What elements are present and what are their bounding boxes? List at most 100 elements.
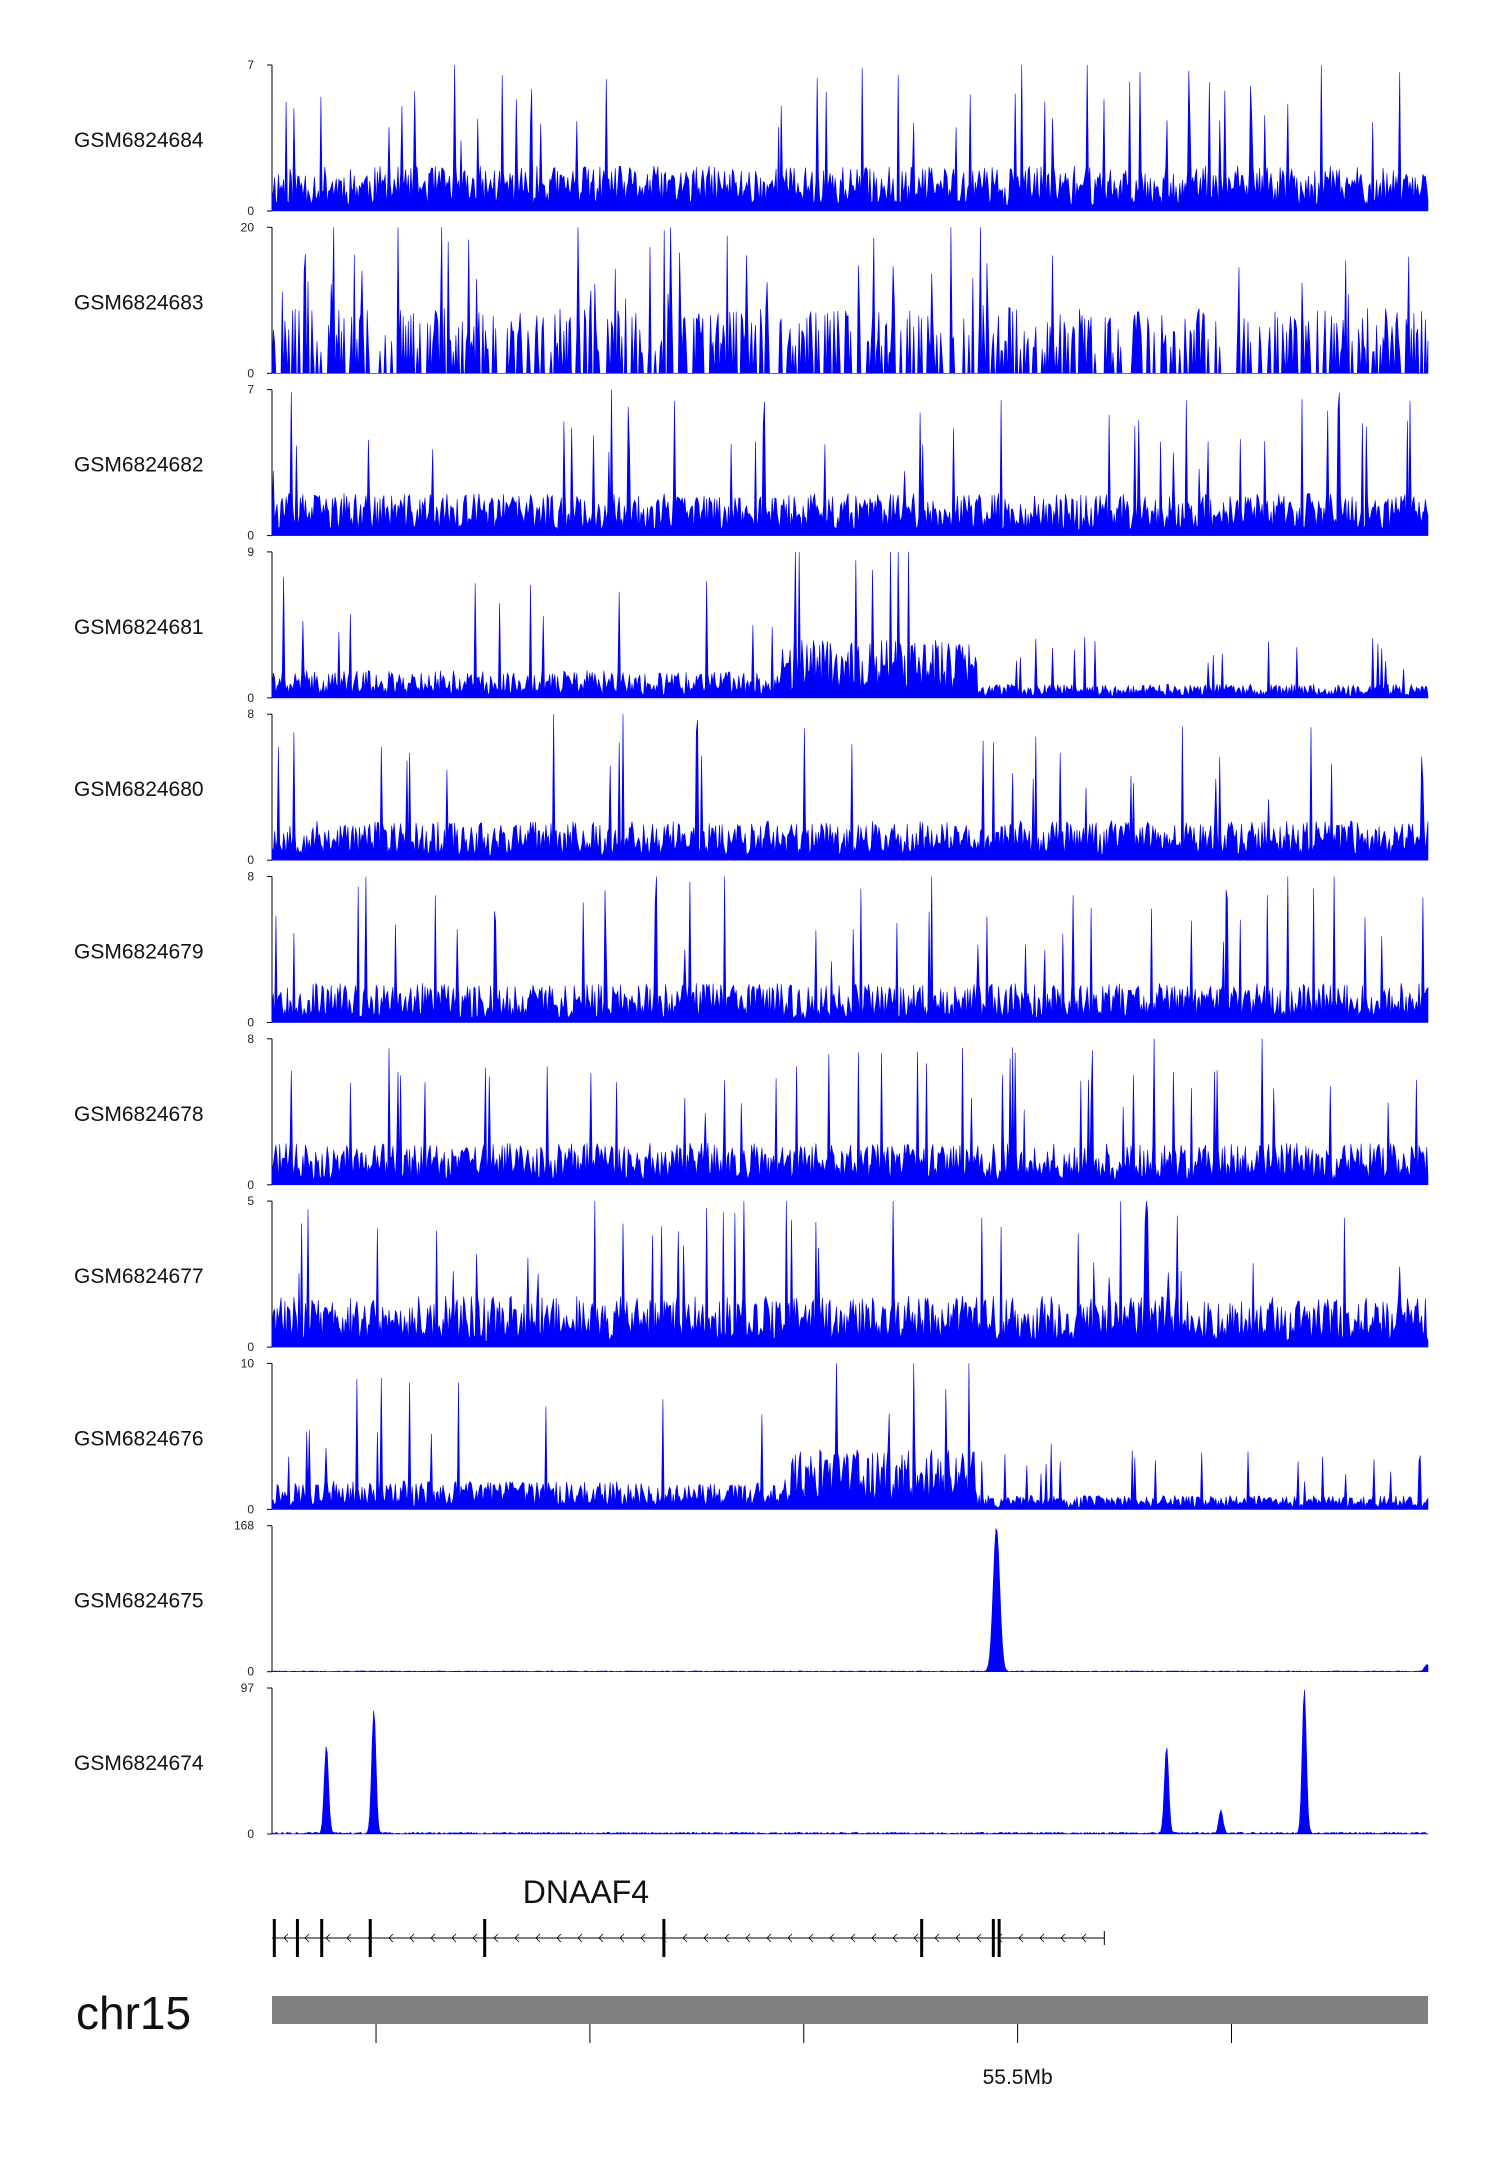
exon [483,1919,487,1957]
strand-arrow [472,1933,478,1943]
signal-area [271,1363,1429,1510]
track-label: GSM6824683 [74,291,204,314]
track-GSM6824679: GSM6824679 8 0 [74,870,1429,1030]
y-min-label: 0 [247,1665,254,1679]
exon [991,1919,995,1957]
strand-arrow [787,1933,793,1943]
strand-arrow [682,1933,688,1943]
exon [368,1919,372,1957]
x-axis-tick-label: 55.5Mb [983,2066,1053,2089]
track-GSM6824681: GSM6824681 9 0 [74,545,1429,705]
y-max-label: 7 [247,383,254,397]
exon [920,1919,924,1957]
gene-track: DNAAF4 [272,1874,1105,1957]
signal-area [271,1689,1429,1835]
y-max-label: 5 [247,1194,254,1208]
strand-arrow [703,1933,709,1943]
exon [295,1919,299,1957]
strand-arrow [1018,1933,1024,1943]
y-min-label: 0 [247,204,254,218]
strand-arrow [766,1933,772,1943]
y-max-label: 20 [241,220,255,234]
signal-area [271,227,1429,374]
strand-arrow [304,1933,310,1943]
track-GSM6824684: GSM6824684 7 0 [74,58,1429,218]
y-min-label: 0 [247,366,254,380]
strand-arrow [556,1933,562,1943]
track-label: GSM6824678 [74,1103,204,1126]
y-max-label: 9 [247,545,254,559]
signal-area [271,714,1429,861]
strand-arrow [871,1933,877,1943]
y-max-label: 168 [234,1519,254,1533]
track-GSM6824682: GSM6824682 7 0 [74,383,1429,543]
strand-arrow [955,1933,961,1943]
signal-area [271,1201,1429,1348]
strand-arrow [430,1933,436,1943]
strand-arrow [283,1933,289,1943]
track-label: GSM6824684 [74,129,204,152]
strand-arrow [1081,1933,1087,1943]
y-min-label: 0 [247,1502,254,1516]
track-GSM6824676: GSM6824676 10 0 [74,1356,1429,1516]
exon [272,1919,276,1957]
track-label: GSM6824682 [74,454,204,477]
y-min-label: 0 [247,529,254,543]
gene-label: DNAAF4 [523,1874,649,1910]
track-GSM6824680: GSM6824680 8 0 [74,707,1429,867]
strand-arrow [346,1933,352,1943]
track-label: GSM6824676 [74,1427,204,1450]
track-GSM6824674: GSM6824674 97 0 [74,1681,1429,1841]
strand-arrow [409,1933,415,1943]
y-min-label: 0 [247,691,254,705]
exon [997,1919,1001,1957]
track-GSM6824683: GSM6824683 20 0 [74,220,1429,380]
track-GSM6824675: GSM6824675 168 0 [74,1519,1429,1679]
chromosome-label: chr15 [76,1987,191,2039]
track-label: GSM6824680 [74,778,204,801]
signal-tracks: GSM682468470GSM6824683200GSM682468270GSM… [74,58,1429,1841]
y-min-label: 0 [247,1016,254,1030]
signal-area [271,1527,1429,1673]
exon [320,1919,324,1957]
strand-arrow [913,1933,919,1943]
strand-arrow [1039,1933,1045,1943]
y-min-label: 0 [247,853,254,867]
strand-arrow [850,1933,856,1943]
strand-arrow [808,1933,814,1943]
exon [662,1919,666,1957]
strand-arrow [976,1933,982,1943]
strand-arrow [934,1933,940,1943]
y-max-label: 8 [247,870,254,884]
chromosome-bar [272,1996,1428,2024]
strand-arrow [325,1933,331,1943]
y-max-label: 8 [247,707,254,721]
signal-area [271,1038,1429,1186]
strand-arrow [829,1933,835,1943]
strand-arrow [577,1933,583,1943]
strand-arrow [451,1933,457,1943]
y-max-label: 7 [247,58,254,72]
strand-arrow [724,1933,730,1943]
y-min-label: 0 [247,1178,254,1192]
signal-area [271,876,1429,1023]
strand-arrow [535,1933,541,1943]
y-min-label: 0 [247,1340,254,1354]
track-label: GSM6824675 [74,1590,204,1613]
strand-arrow [598,1933,604,1943]
strand-arrow [892,1933,898,1943]
y-max-label: 97 [241,1681,255,1695]
track-label: GSM6824679 [74,941,204,964]
strand-arrow [619,1933,625,1943]
y-max-label: 8 [247,1032,254,1046]
track-label: GSM6824677 [74,1265,204,1288]
signal-area [271,389,1429,536]
strand-arrow [514,1933,520,1943]
x-axis: 55.5Mb [375,2024,1232,2089]
track-label: GSM6824681 [74,616,204,639]
chromosome-ideogram: chr15 [76,1987,1428,2039]
strand-arrow [493,1933,499,1943]
signal-area [271,551,1429,699]
signal-area [271,64,1429,212]
